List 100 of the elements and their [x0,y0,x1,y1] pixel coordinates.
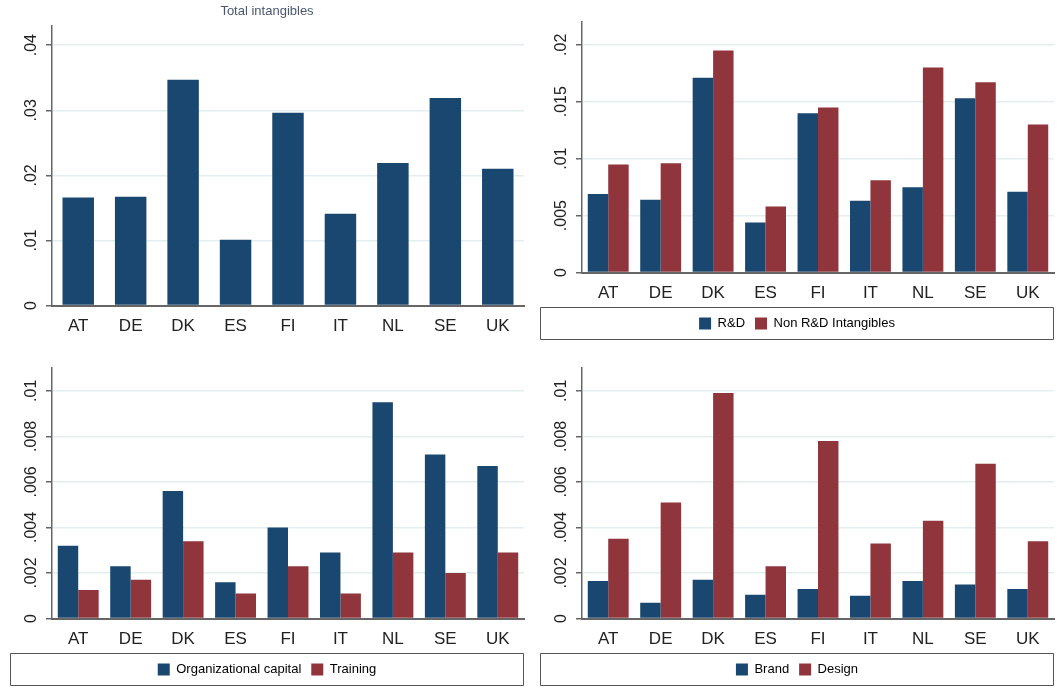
bar [640,199,661,272]
y-tick-label: .002 [22,557,40,589]
bar [392,552,414,618]
bar [57,545,79,618]
legend-label: Non R&D Intangibles [773,315,896,331]
x-tick-label: FI [810,283,826,303]
x-tick-label: IT [862,283,878,303]
y-tick-label: .005 [552,199,570,232]
x-tick-label: SE [963,629,987,649]
bar [713,50,734,272]
y-tick-label: .01 [22,379,40,402]
bar [765,206,787,272]
y-tick-label: 0 [552,268,570,278]
bar [219,239,252,305]
bar [660,163,682,272]
y-tick-label: .02 [552,33,570,56]
bar [288,566,309,618]
bar [745,222,766,272]
bar [215,582,236,618]
legend-label: Organizational capital [176,661,302,677]
x-tick-label: AT [597,283,619,303]
bar [870,543,891,618]
x-tick-label: AT [597,629,619,649]
x-tick-label: FI [810,629,826,649]
x-tick-label: DK [171,316,196,336]
x-tick-label: FI [280,629,296,649]
x-tick-label: FI [280,316,296,336]
bar [497,552,519,618]
chart-title: Total intangibles [220,3,315,19]
x-tick-label: UK [485,316,511,336]
bar [849,200,871,272]
bar [377,163,409,305]
bar [235,593,257,618]
bar [922,520,944,618]
bar [692,579,714,618]
x-tick-label: NL [912,629,934,649]
x-tick-label: DK [171,629,196,649]
bar [870,180,891,272]
bar [130,579,152,618]
x-tick-label: IT [332,629,348,649]
bar [713,393,734,618]
bar [797,113,818,272]
y-tick-label: .01 [22,229,40,252]
x-tick-label: DE [648,283,673,303]
x-tick-label: ES [224,629,247,649]
y-tick-label: .03 [22,99,40,122]
x-tick-label: DE [648,629,673,649]
bar [1027,541,1049,618]
x-tick-label: NL [382,629,404,649]
x-tick-label: IT [862,629,878,649]
bar [818,107,839,272]
x-tick-label: UK [1015,283,1041,303]
x-tick-label: ES [754,283,777,303]
bar [954,98,976,272]
bar [975,82,996,272]
y-tick-label: .015 [552,86,570,118]
bar [954,584,976,618]
legend-label: Training [329,661,377,677]
bar [902,187,923,272]
x-tick-label: SE [433,316,457,336]
bar [1007,588,1028,618]
bar [745,594,766,618]
x-tick-label: DK [701,629,726,649]
x-tick-label: SE [433,629,457,649]
bar [818,440,839,618]
bar [975,463,996,618]
x-tick-label: IT [332,316,348,336]
x-tick-label: NL [912,283,934,303]
legend-label: R&D [717,315,746,331]
x-tick-label: ES [224,316,247,336]
bar [849,595,871,618]
bar [340,593,361,618]
bar [902,581,923,618]
x-tick-label: UK [485,629,511,649]
x-tick-label: DE [118,629,143,649]
y-tick-label: .01 [552,379,570,402]
legend-label: Brand [754,661,790,677]
x-tick-label: ES [754,629,777,649]
bar [1027,124,1049,272]
bar [765,566,787,618]
y-tick-label: 0 [552,614,570,624]
x-tick-label: DE [118,316,143,336]
bar [267,527,288,618]
y-tick-label: .01 [552,147,570,170]
bar [167,79,199,305]
bar [78,590,99,618]
legend-label: Design [817,661,859,677]
bar [110,566,131,618]
bar [608,164,629,272]
bar [1007,191,1028,272]
bar [922,67,944,272]
y-tick-label: .02 [22,164,40,187]
y-tick-label: .004 [22,511,40,544]
y-tick-label: .008 [552,420,570,452]
x-tick-label: NL [382,316,404,336]
bar [183,541,204,618]
bar [162,491,184,618]
bar [372,402,393,618]
bar [114,196,147,305]
x-tick-label: UK [1015,629,1041,649]
